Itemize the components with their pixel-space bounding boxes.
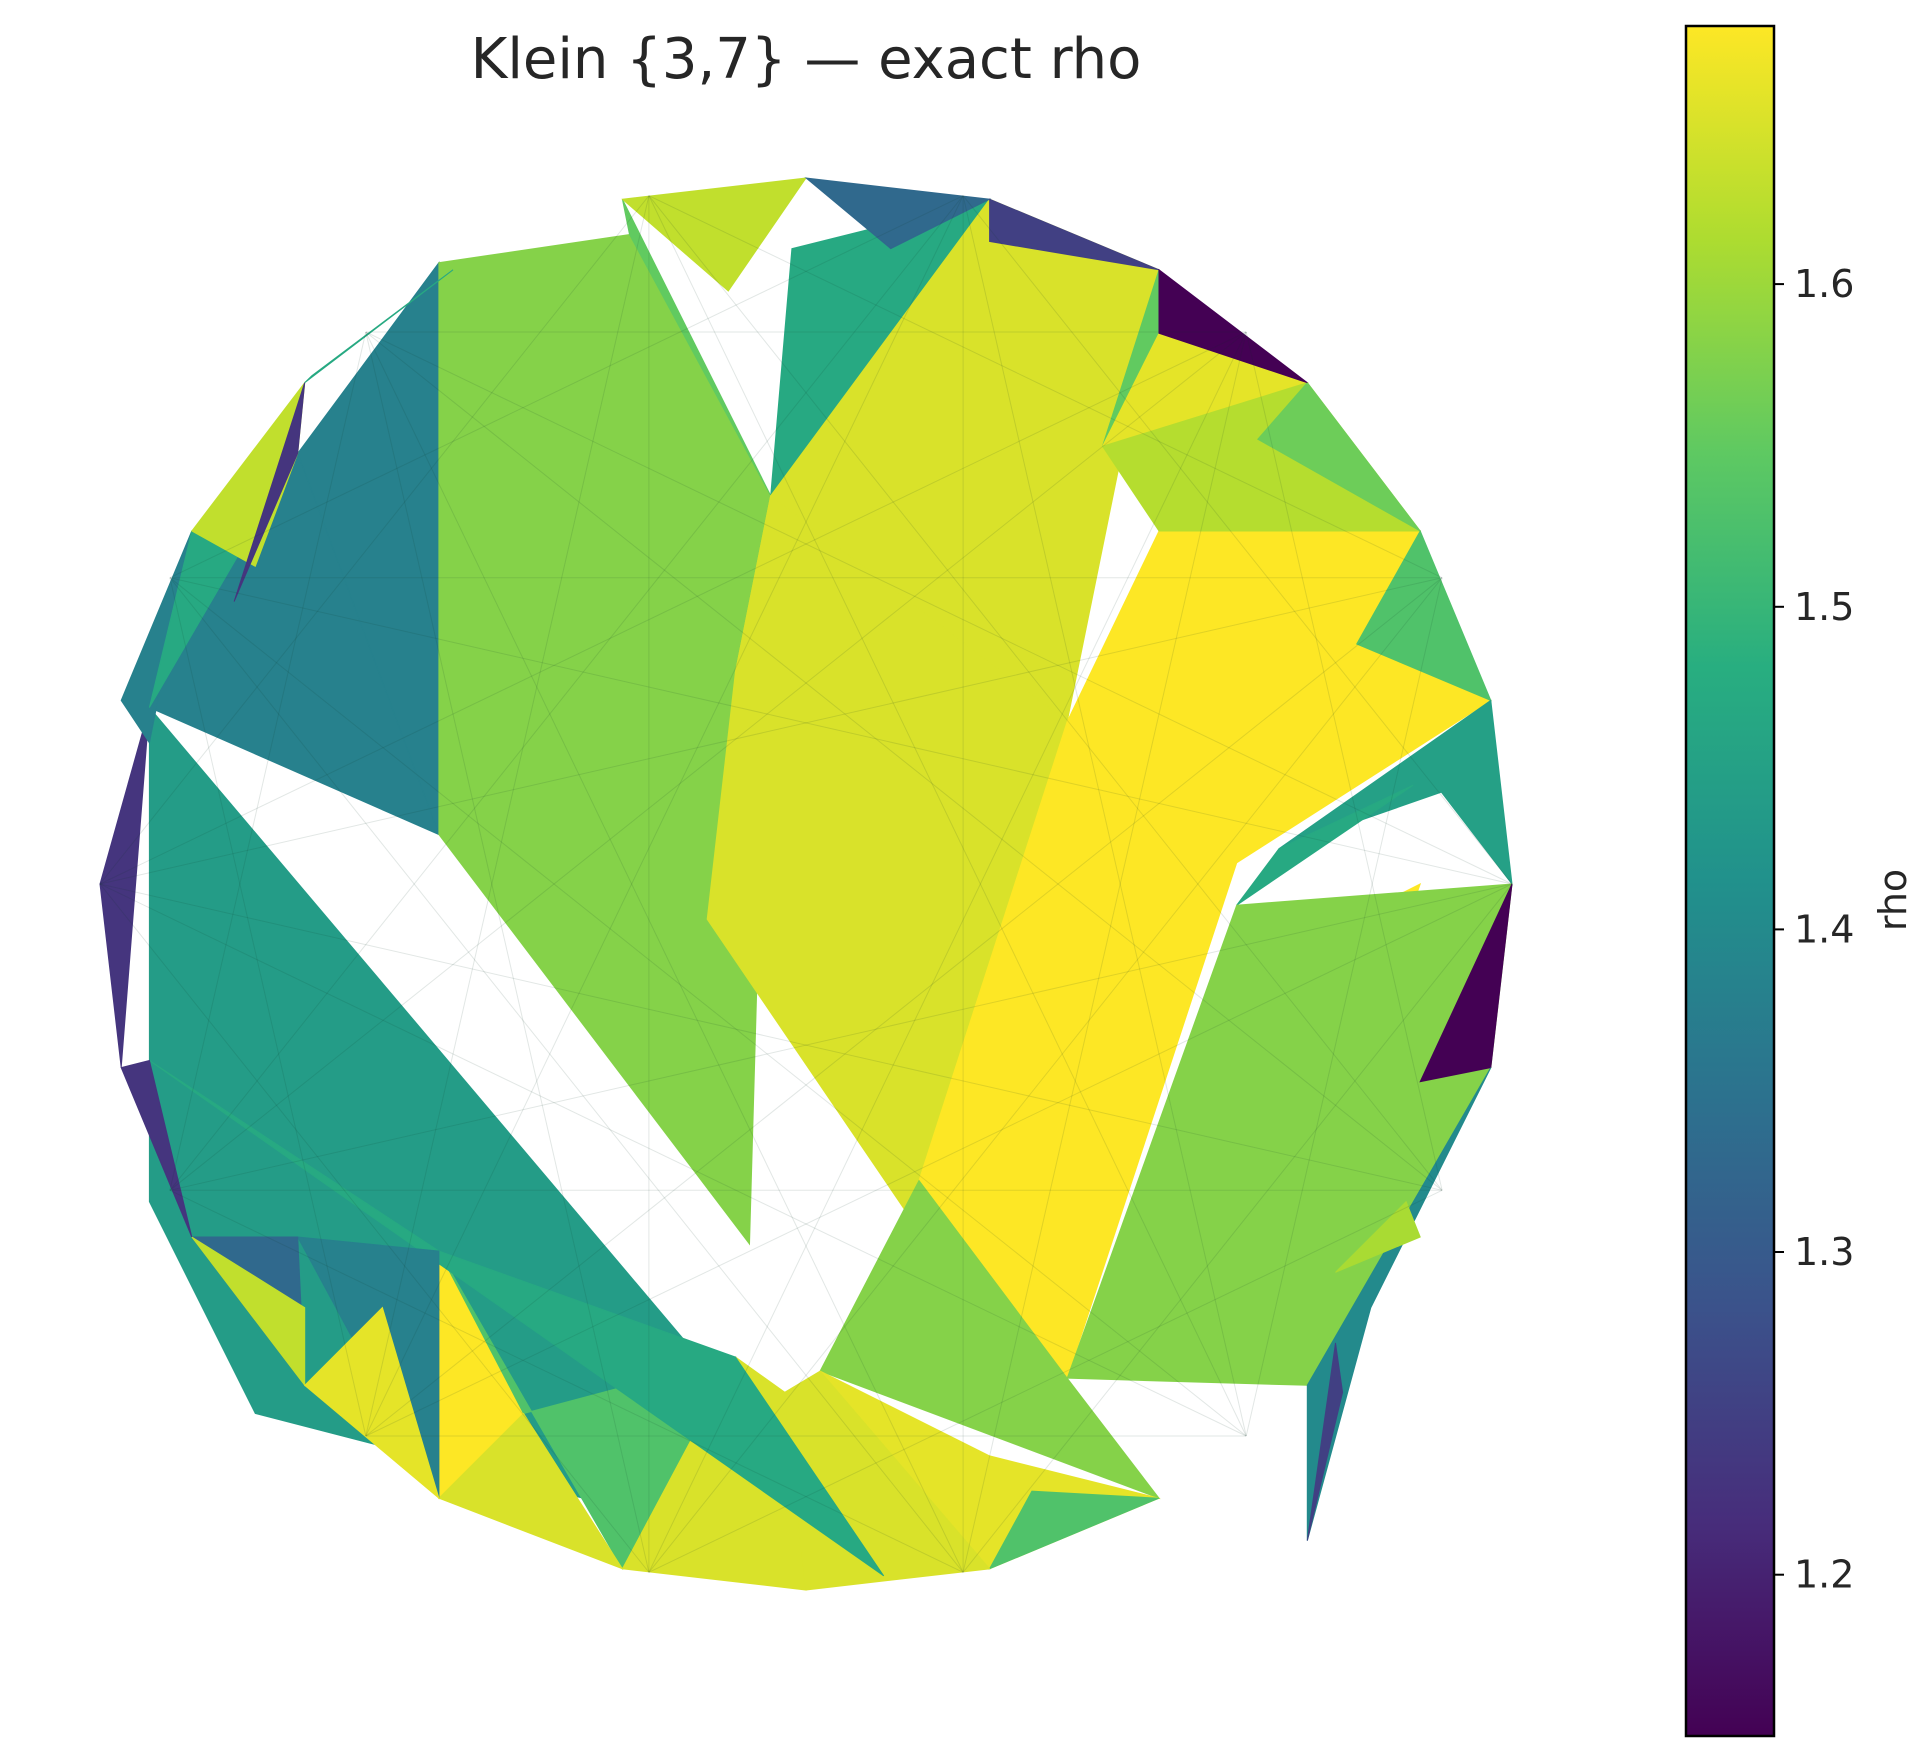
mesh-face-25 — [988, 1490, 1160, 1570]
mesh-face-41 — [233, 382, 306, 602]
colorbar-ticks: 1.2 1.3 1.4 1.5 1.6 — [1774, 262, 1854, 1597]
mesh-edge — [169, 577, 1247, 1437]
mesh-edge — [648, 577, 1443, 1573]
mesh-face-44 — [989, 198, 1160, 271]
mesh-edge — [169, 195, 964, 1191]
mesh-edge — [648, 331, 1247, 1573]
chart-title: Klein {3,7} — exact rho — [471, 27, 1142, 92]
colorbar-tick-label: 1.4 — [1794, 907, 1854, 951]
mesh-face-5 — [621, 177, 808, 292]
mesh-face-43 — [804, 177, 992, 250]
mesh-face-35 — [303, 1306, 440, 1500]
mesh-edge — [962, 195, 1513, 885]
colorbar-label: rho — [1871, 869, 1915, 931]
mesh-edge — [169, 331, 367, 1191]
mesh-face-15 — [1355, 529, 1492, 702]
mesh-face-16 — [1278, 699, 1513, 886]
colorbar-tick-label: 1.6 — [1794, 262, 1854, 306]
mesh-face-42 — [304, 269, 454, 384]
mesh-edge — [99, 577, 1443, 885]
mesh-face-36 — [120, 1059, 193, 1238]
mesh-edge — [365, 331, 650, 1573]
mesh-edge — [169, 331, 1247, 1191]
mesh-edge — [169, 195, 964, 579]
mesh-face-37 — [99, 707, 150, 1068]
mesh-edge — [169, 577, 367, 1437]
mesh-edge — [962, 195, 1247, 1437]
mesh-edge — [962, 331, 1247, 1573]
mesh-edge — [365, 331, 1443, 1191]
mesh-edge — [169, 1189, 964, 1573]
colorbar-tick-label: 1.5 — [1794, 585, 1854, 629]
mesh-plot — [99, 177, 1513, 1591]
mesh-edge — [365, 331, 964, 1573]
mesh-face-17 — [1236, 784, 1414, 906]
mesh-edge — [365, 331, 1513, 885]
mesh-edge — [169, 883, 1513, 1191]
mesh-edge — [365, 195, 650, 1437]
mesh-face-4 — [621, 198, 772, 496]
mesh-edge — [1245, 577, 1443, 1437]
mesh-face-14 — [1257, 381, 1421, 532]
mesh-edge — [169, 577, 964, 1573]
mesh-edge — [365, 577, 1443, 1437]
colorbar-tick-label: 1.3 — [1794, 1230, 1854, 1274]
mesh-edge — [365, 883, 1513, 1437]
colorbar-gradient — [1684, 24, 1776, 1738]
mesh-edge — [365, 195, 964, 1437]
mesh-edge — [1245, 331, 1443, 1191]
mesh-face-19 — [1419, 883, 1513, 1083]
mesh-edge — [99, 883, 1247, 1437]
mesh-edge — [962, 883, 1513, 1573]
mesh-edge — [648, 195, 1443, 1191]
mesh-edge — [648, 195, 1443, 579]
mesh-edge — [99, 195, 650, 885]
mesh-face-34 — [191, 1236, 306, 1387]
colorbar-tick-label: 1.2 — [1794, 1553, 1854, 1597]
mesh-face-45 — [1158, 268, 1308, 384]
mesh-face-28 — [438, 1412, 624, 1570]
mesh-face-3 — [438, 233, 772, 1246]
mesh-edge — [169, 577, 1513, 885]
mesh-face-21 — [1306, 1342, 1344, 1541]
colorbar: 1.2 1.3 1.4 1.5 1.6 rho — [1684, 24, 1915, 1738]
mesh-face-22 — [1335, 1200, 1421, 1273]
mesh-edge — [648, 195, 1247, 1437]
mesh-edge — [99, 883, 1443, 1191]
mesh-edge — [99, 331, 1247, 885]
mesh-edge — [99, 883, 650, 1573]
mesh-edge — [648, 1189, 1443, 1573]
